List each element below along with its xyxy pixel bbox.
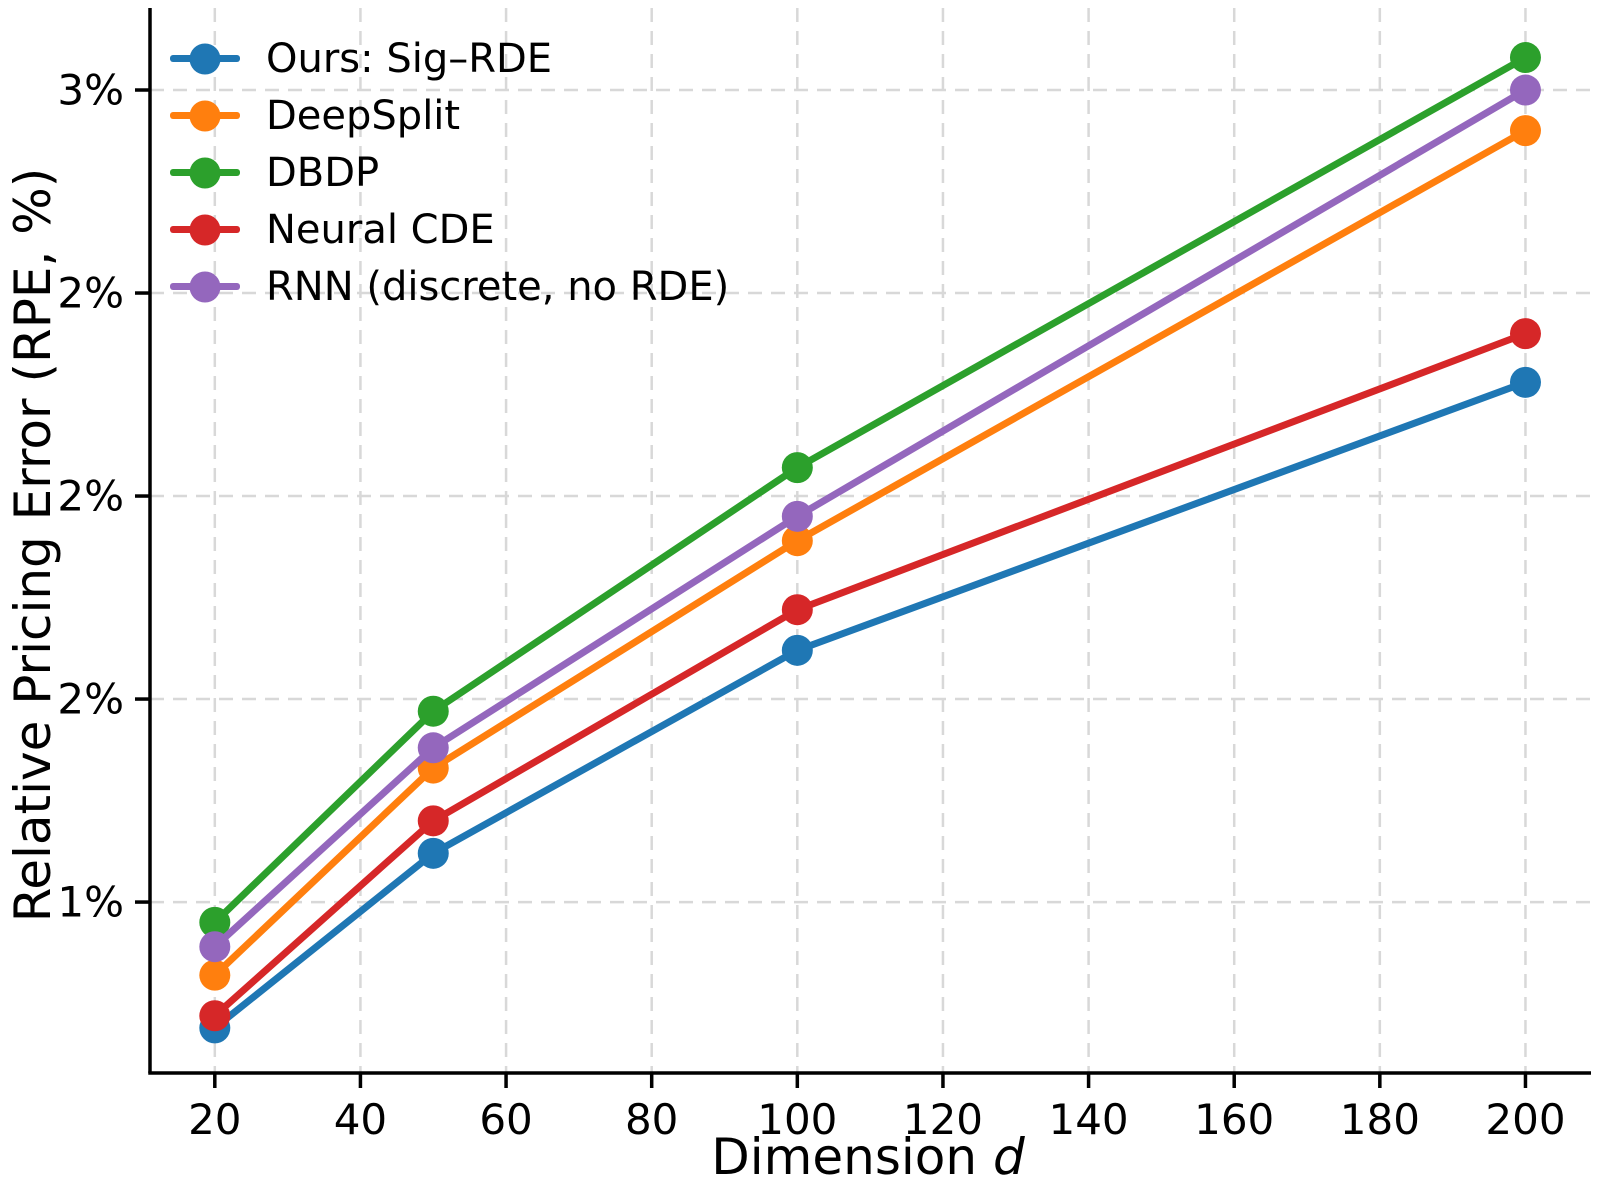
x-tick-label: 100 — [757, 1095, 837, 1144]
legend-dot-icon — [189, 271, 221, 302]
legend-dot-icon — [189, 100, 221, 131]
y-axis-title-text: Relative Pricing Error (RPE, %) — [4, 167, 62, 923]
series-line — [211, 127, 1529, 979]
data-point — [781, 525, 813, 557]
data-point — [1509, 366, 1541, 398]
y-tick-label: 2% — [57, 472, 124, 521]
data-point — [1509, 115, 1541, 147]
data-point — [781, 634, 813, 666]
series-line — [211, 54, 1529, 926]
legend: Ours: Sig–RDE DeepSplit DBDP Neural CDE RNN … — [170, 30, 729, 315]
x-tick-label: 20 — [188, 1095, 241, 1144]
data-point — [199, 931, 231, 963]
data-point — [417, 695, 449, 727]
legend-label: DBDP — [266, 149, 380, 196]
legend-item: RNN (discrete, no RDE) — [170, 258, 729, 315]
y-tick-label: 2% — [57, 269, 124, 318]
data-point — [417, 837, 449, 869]
legend-line-marker-icon — [170, 271, 240, 302]
legend-label: Neural CDE — [266, 206, 495, 253]
series-line — [211, 378, 1529, 1032]
data-point — [1509, 74, 1541, 106]
x-tick-label: 160 — [1194, 1095, 1274, 1144]
y-tick-label: 3% — [57, 66, 124, 115]
series-line — [211, 86, 1529, 951]
y-tick-label: 1% — [57, 878, 124, 927]
legend-line-marker-icon — [170, 157, 240, 188]
data-point — [781, 594, 813, 626]
data-point — [199, 959, 231, 991]
x-axis-title: Dimension d — [711, 1128, 1024, 1186]
x-tick-label: 140 — [1048, 1095, 1128, 1144]
y-tick-label: 2% — [57, 675, 124, 724]
x-axis-title-variable: d — [992, 1128, 1025, 1186]
legend-line-marker-icon — [170, 214, 240, 245]
legend-dot-icon — [189, 43, 221, 74]
x-tick-label: 180 — [1340, 1095, 1420, 1144]
legend-line-marker-icon — [170, 100, 240, 131]
legend-item: Neural CDE — [170, 201, 729, 258]
x-tick-label: 60 — [479, 1095, 532, 1144]
legend-dot-icon — [189, 157, 221, 188]
legend-item: DeepSplit — [170, 87, 729, 144]
data-point — [781, 452, 813, 484]
legend-item: Ours: Sig–RDE — [170, 30, 729, 87]
legend-label: DeepSplit — [266, 92, 461, 139]
legend-dot-icon — [189, 214, 221, 245]
x-tick-label: 40 — [334, 1095, 387, 1144]
data-point — [199, 1000, 231, 1032]
data-point — [1509, 318, 1541, 350]
x-tick-label: 120 — [903, 1095, 983, 1144]
legend-item: DBDP — [170, 144, 729, 201]
legend-label: Ours: Sig–RDE — [266, 35, 553, 82]
data-point — [1509, 42, 1541, 74]
data-point — [417, 732, 449, 764]
data-point — [199, 906, 231, 938]
x-axis-title-text: Dimension — [711, 1128, 978, 1186]
x-tick-label: 200 — [1485, 1095, 1565, 1144]
y-axis-title: Relative Pricing Error (RPE, %) — [4, 168, 62, 923]
x-tick-label: 80 — [625, 1095, 678, 1144]
data-point — [781, 500, 813, 532]
legend-label: RNN (discrete, no RDE) — [266, 263, 730, 310]
legend-line-marker-icon — [170, 43, 240, 74]
data-point — [417, 805, 449, 837]
series-line — [211, 330, 1529, 1020]
